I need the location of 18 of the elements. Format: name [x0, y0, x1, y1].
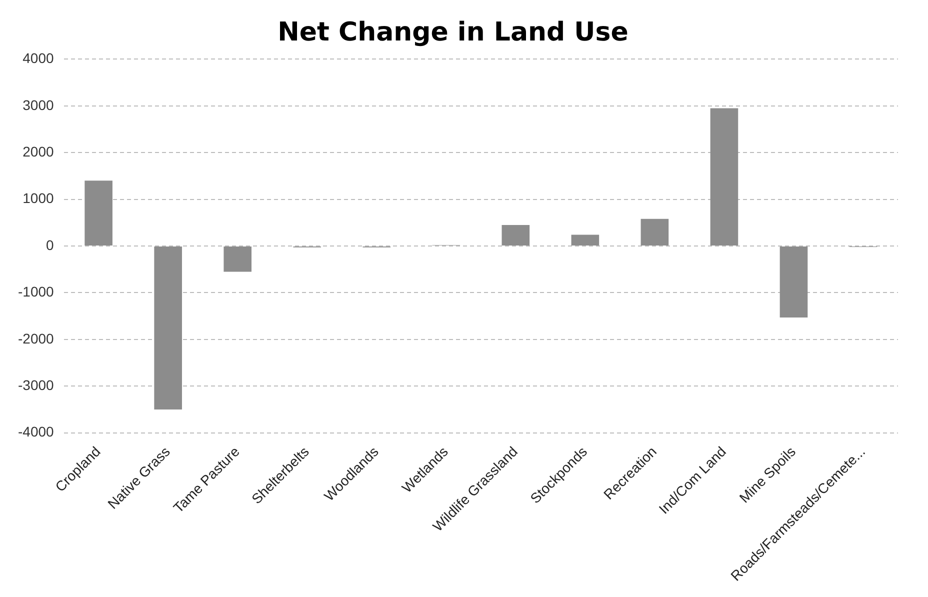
y-tick-label: -1000 [18, 284, 54, 300]
bar [780, 246, 808, 318]
bar [710, 108, 738, 246]
y-tick-label: 4000 [22, 50, 54, 66]
y-tick-label: -2000 [18, 330, 54, 346]
bar [502, 225, 530, 246]
y-tick-label: 1000 [22, 190, 54, 206]
bar [224, 246, 252, 272]
bar [154, 246, 182, 410]
y-tick-label: -3000 [18, 376, 54, 393]
bar [571, 234, 600, 246]
bar [640, 218, 669, 246]
y-tick-label: 0 [46, 236, 54, 253]
y-tick-label: -4000 [18, 424, 54, 440]
bar [84, 180, 112, 246]
y-tick-label: 3000 [22, 96, 54, 113]
chart-title: Net Change in Land Use [278, 17, 628, 48]
y-tick-label: 2000 [22, 143, 54, 160]
